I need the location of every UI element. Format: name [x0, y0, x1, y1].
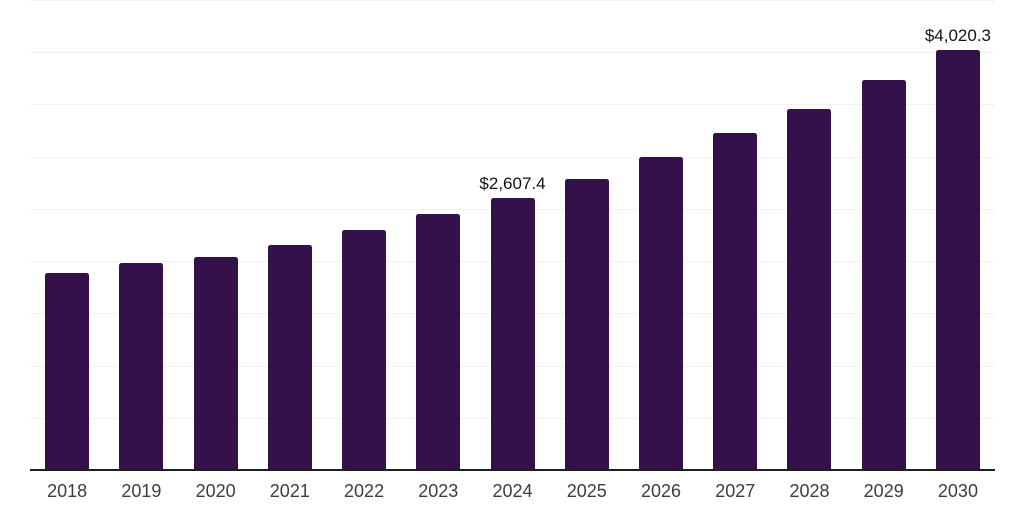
gridline-3500: [30, 104, 995, 106]
bar-series: $2,607.4 $4,020.3: [30, 0, 995, 470]
bar-column-2023: [401, 0, 475, 470]
value-label-2024: $2,607.4: [479, 173, 546, 193]
x-tick-label-2027: 2027: [715, 481, 756, 501]
bar-2018: [45, 272, 90, 470]
bar-2019: [119, 262, 164, 470]
bar-2020: [193, 257, 238, 470]
bar-2024: $2,607.4: [479, 175, 546, 470]
bar-column-2020: [178, 0, 252, 470]
bar-2025: [564, 178, 609, 470]
x-tick-label-2023: 2023: [418, 481, 459, 501]
bar-2029: [861, 79, 906, 470]
bar-column-2025: [550, 0, 624, 470]
x-tick-label-2030: 2030: [937, 481, 978, 501]
bar-column-2027: [698, 0, 772, 470]
gridline-3000: [30, 156, 995, 158]
gridline-4500: [30, 0, 995, 1]
x-tick-label-2020: 2020: [195, 481, 236, 501]
bar-column-2029: [847, 0, 921, 470]
x-tick-label-2029: 2029: [863, 481, 904, 501]
bar-2027: [713, 133, 758, 470]
bar-column-2022: [327, 0, 401, 470]
bar-column-2026: [624, 0, 698, 470]
bar-column-2024: $2,607.4: [475, 0, 549, 470]
x-tick-label-2025: 2025: [566, 481, 607, 501]
bar-column-2030: $4,020.3: [921, 0, 995, 470]
bar-column-2028: [772, 0, 846, 470]
x-tick-label-2021: 2021: [269, 481, 310, 501]
x-tick-label-2019: 2019: [121, 481, 162, 501]
x-tick-label-2022: 2022: [344, 481, 385, 501]
bar-2028: [787, 108, 832, 470]
x-tick-label-2026: 2026: [640, 481, 682, 501]
value-label-2030: $4,020.3: [924, 26, 992, 46]
bar-column-2021: [253, 0, 327, 470]
x-axis-tick-labels: 2018 2019 2020 2021 2022 2023 2024 2025 2026 2027…: [30, 482, 995, 501]
bar-2030: $4,020.3: [925, 27, 991, 470]
bar-2022: [342, 230, 387, 470]
bar-2021: [267, 245, 312, 470]
gridline-4000: [30, 52, 995, 54]
bar-2026: [638, 156, 683, 470]
x-tick-label-2028: 2028: [789, 481, 830, 501]
x-axis-line: [30, 469, 995, 471]
bar-2023: [416, 214, 461, 470]
x-tick-label-2024: 2024: [492, 481, 533, 501]
plot-area: $2,607.4 $4,020.3: [30, 0, 995, 471]
bar-column-2019: [104, 0, 178, 470]
bar-column-2018: [30, 0, 104, 470]
x-tick-label-2018: 2018: [47, 481, 88, 501]
